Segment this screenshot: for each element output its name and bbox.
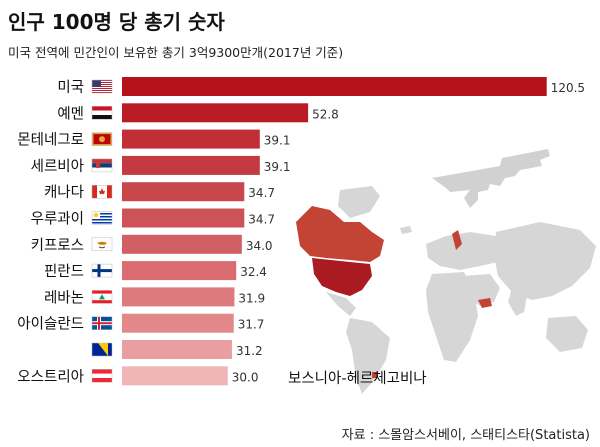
bar [122, 261, 237, 281]
map-canada [296, 206, 384, 262]
value-labels: 120.5 52.8 39.1 39.1 34.7 34.7 34.0 32.4 31.9 31.… [232, 81, 585, 384]
category-label: 미국 [57, 79, 84, 96]
flag-cyprus-icon [91, 237, 113, 252]
chart-title: 인구 100명 당 총기 숫자 [8, 10, 225, 34]
category-label: 오스트리아 [17, 368, 84, 385]
bar [122, 287, 235, 307]
category-label: 몬테네그로 [17, 132, 84, 149]
category-label: 아이슬란드 [17, 316, 84, 333]
annotation-bosnia: 보스니아-헤르체고비나 [288, 370, 427, 387]
rifle-icon [432, 149, 550, 208]
value-label: 34.7 [248, 186, 275, 200]
category-label: 레바논 [44, 289, 84, 306]
flags [91, 79, 113, 383]
bar-group [122, 77, 547, 386]
flag-finland-icon [91, 263, 113, 278]
map-india [508, 288, 528, 316]
value-label: 39.1 [264, 160, 291, 174]
value-label: 34.7 [248, 213, 275, 227]
chart-subtitle: 미국 전역에 민간인이 보유한 총기 3억9300만개(2017년 기준) [8, 45, 343, 60]
value-label: 39.1 [264, 134, 291, 148]
map-asia [494, 222, 596, 300]
world-map-illustration [296, 149, 596, 394]
bar [122, 182, 245, 202]
bar [122, 340, 232, 359]
category-label: 키프로스 [31, 237, 84, 254]
flag-bosnia-icon [91, 342, 113, 357]
map-south-america [346, 318, 390, 394]
value-label: 31.9 [238, 291, 265, 305]
map-africa [426, 272, 478, 362]
flag-usa-icon [91, 79, 113, 94]
value-label: 34.0 [246, 239, 273, 253]
flag-montenegro-icon [91, 132, 113, 146]
flag-canada-icon [91, 184, 113, 199]
value-label: 120.5 [551, 81, 585, 95]
map-yemen [478, 298, 492, 308]
flag-lebanon-icon [91, 290, 113, 304]
map-uruguay [372, 372, 378, 378]
value-label: 30.0 [232, 370, 259, 384]
flag-iceland-icon [91, 316, 113, 330]
value-label: 31.7 [238, 318, 265, 332]
map-mexico [326, 292, 356, 316]
map-greenland [338, 186, 380, 218]
bar [122, 313, 234, 333]
flag-serbia-icon [91, 158, 113, 173]
bar [122, 129, 260, 149]
value-label: 31.2 [236, 344, 263, 358]
flag-uruguay-icon [91, 211, 113, 225]
map-oceania [546, 316, 588, 352]
map-europe [426, 232, 506, 270]
value-label: 32.4 [240, 265, 267, 279]
flag-yemen-icon [91, 106, 113, 120]
category-label: 핀란드 [44, 263, 84, 280]
bar [122, 103, 309, 123]
category-label: 우루과이 [31, 211, 84, 228]
bar [122, 155, 260, 175]
map-iceland [400, 226, 412, 234]
source-note: 자료 : 스몰암스서베이, 스태티스타(Statista) [342, 428, 590, 443]
bar [122, 234, 242, 254]
category-label: 세르비아 [31, 158, 84, 175]
bar [122, 77, 547, 96]
map-finland [452, 230, 462, 250]
bar [122, 208, 245, 228]
map-usa [312, 258, 372, 296]
bar [122, 366, 228, 386]
category-label: 캐나다 [44, 184, 84, 201]
category-label: 예멘 [57, 105, 84, 122]
value-label: 52.8 [312, 107, 339, 121]
flag-austria-icon [91, 369, 113, 383]
